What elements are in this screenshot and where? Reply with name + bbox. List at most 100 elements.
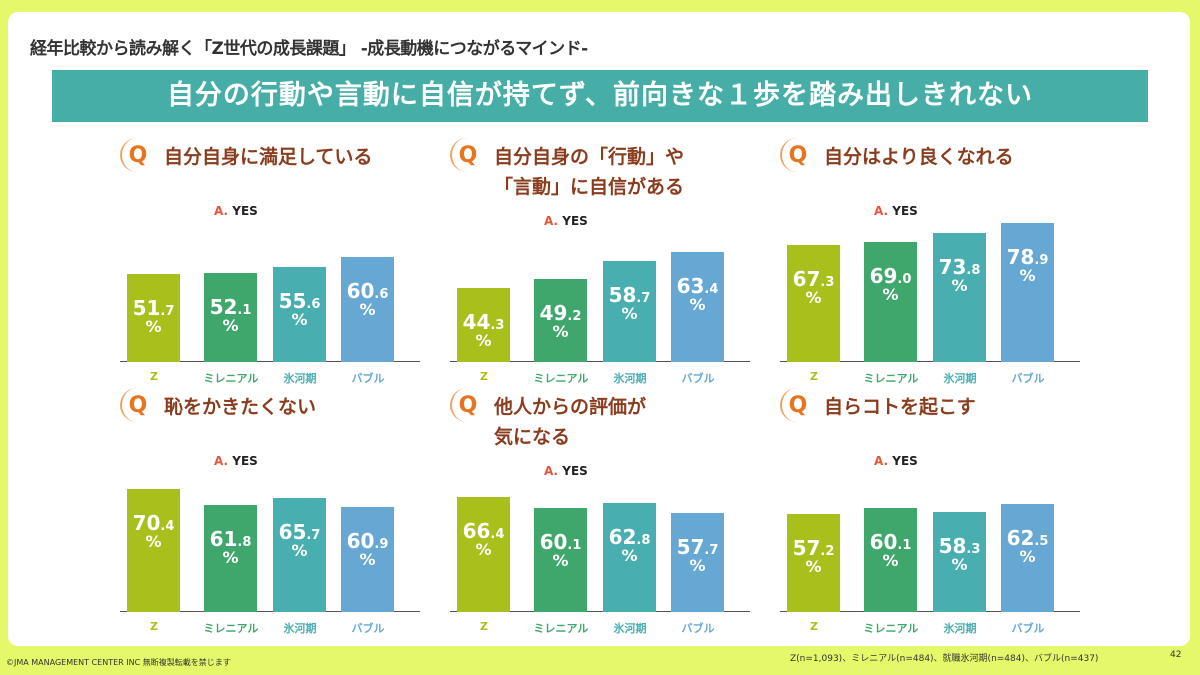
unit-label: % (222, 316, 239, 336)
unit-label: % (621, 546, 638, 566)
answer-prefix: A. (214, 204, 229, 218)
bar-chart: 66.4% 60.1% 62.8% 57.7% (440, 442, 760, 612)
data-label: 69 (869, 263, 898, 288)
data-label-decimal: .3 (966, 541, 981, 557)
bar: 69.0% (864, 241, 917, 362)
question: Q 恥をかきたくない (120, 388, 317, 422)
answer-yes: YES (232, 204, 258, 218)
copyright: ©JMA MANAGEMENT CENTER INC 無断複製転載を禁じます (6, 658, 231, 667)
category-label: バブル (351, 622, 385, 635)
category-label: ミレニアル (203, 372, 259, 385)
unit-label: % (475, 539, 492, 559)
slide-title: 経年比較から読み解く「Z世代の成長課題」 -成長動機につながるマインド- (30, 39, 588, 59)
answer-prefix: A. (874, 204, 889, 218)
answer-label: A. YES (544, 464, 588, 478)
question-text: 自分自身の「行動」や 「言動」に自信がある (494, 146, 685, 198)
baseline (450, 361, 750, 362)
question-text: 自分はより良くなれる (824, 146, 1014, 168)
data-label-decimal: .8 (237, 535, 252, 551)
answer-yes: YES (892, 204, 918, 218)
category-label: 氷河期 (943, 372, 977, 385)
bar: 60.1% (534, 508, 587, 612)
bar: 78.9% (1001, 223, 1054, 362)
question: Q 自分自身の「行動」や 「言動」に自信がある (450, 138, 685, 202)
chart-panel: Q 他人からの評価が 気になる A. YES 66.4% 60.1% 62.8% 57.… (440, 388, 760, 635)
data-label-decimal: .8 (636, 533, 651, 549)
category-label: ミレニアル (203, 622, 259, 635)
baseline (780, 361, 1080, 362)
data-label: 49 (539, 300, 568, 325)
baseline (450, 611, 750, 612)
question-text: 自分自身に満足している (164, 146, 373, 168)
data-label-decimal: .9 (374, 536, 389, 552)
q-icon: Q (120, 138, 154, 172)
category-label: 氷河期 (283, 622, 317, 635)
data-label-decimal: .8 (966, 262, 981, 278)
category-label: Z (810, 370, 818, 383)
data-label-decimal: .4 (490, 526, 505, 542)
category-label: ミレニアル (533, 372, 589, 385)
answer-label: A. YES (214, 454, 258, 468)
bar: 57.2% (787, 513, 840, 612)
data-label-decimal: .7 (160, 304, 175, 320)
unit-label: % (359, 300, 376, 320)
answer-label: A. YES (874, 204, 918, 218)
unit-label: % (805, 287, 822, 307)
category-label: 氷河期 (283, 372, 317, 385)
answer-yes: YES (232, 454, 258, 468)
data-label: 55 (278, 288, 307, 313)
answer-label: A. YES (214, 204, 258, 218)
question: Q 自分自身に満足している (120, 138, 373, 172)
question-text: 恥をかきたくない (164, 396, 317, 418)
q-icon: Q (780, 138, 814, 172)
answer-prefix: A. (544, 214, 559, 228)
unit-label: % (291, 540, 308, 560)
baseline (120, 361, 420, 362)
bar: 65.7% (273, 497, 326, 612)
q-icon: Q (450, 138, 484, 172)
category-label: ミレニアル (863, 372, 919, 385)
data-label: 58 (608, 283, 637, 308)
category-label: バブル (351, 372, 385, 385)
question-text: 他人からの評価が 気になる (494, 396, 647, 448)
q-icon: Q (450, 388, 484, 422)
data-label: 52 (209, 295, 238, 320)
q-icon: Q (780, 388, 814, 422)
unit-label: % (621, 304, 638, 324)
data-label-decimal: .3 (490, 318, 505, 334)
category-label: バブル (1011, 372, 1045, 385)
data-label-decimal: .4 (704, 282, 719, 298)
answer-label: A. YES (544, 214, 588, 228)
data-label: 44 (462, 310, 491, 335)
bar-chart: 44.3% 49.2% 58.7% 63.4% (440, 192, 760, 362)
unit-label: % (805, 556, 822, 576)
unit-label: % (689, 555, 706, 575)
chart-panel: Q 自分自身に満足している A. YES 51.7% 52.1% 55.6% 60.6%… (110, 138, 430, 385)
data-label-decimal: .3 (820, 274, 835, 290)
bar-chart: 51.7% 52.1% 55.6% 60.6% (110, 192, 430, 362)
category-label: 氷河期 (943, 622, 977, 635)
unit-label: % (882, 284, 899, 304)
answer-yes: YES (892, 454, 918, 468)
data-label-decimal: .1 (567, 538, 582, 554)
data-label: 62 (608, 525, 637, 550)
bar: 49.2% (534, 278, 587, 362)
data-label: 66 (462, 518, 491, 543)
category-label: Z (150, 620, 158, 633)
bar: 57.7% (671, 512, 724, 612)
category-label: バブル (681, 372, 715, 385)
data-label: 57 (792, 535, 821, 560)
chart-panel: Q 自らコトを起こす A. YES 57.2% 60.1% 58.3% 62.5% Z ミレ… (770, 388, 1090, 635)
baseline (120, 611, 420, 612)
bar: 61.8% (204, 505, 257, 612)
unit-label: % (359, 549, 376, 569)
data-label-decimal: .0 (897, 271, 912, 287)
data-label: 51 (132, 296, 161, 321)
data-label: 60 (539, 530, 568, 555)
data-label-decimal: .1 (237, 303, 252, 319)
data-label-decimal: .6 (306, 296, 321, 312)
bar: 60.6% (341, 257, 394, 362)
question: Q 自分はより良くなれる (780, 138, 1014, 172)
data-label: 60 (346, 279, 375, 304)
data-label-decimal: .2 (567, 308, 582, 324)
